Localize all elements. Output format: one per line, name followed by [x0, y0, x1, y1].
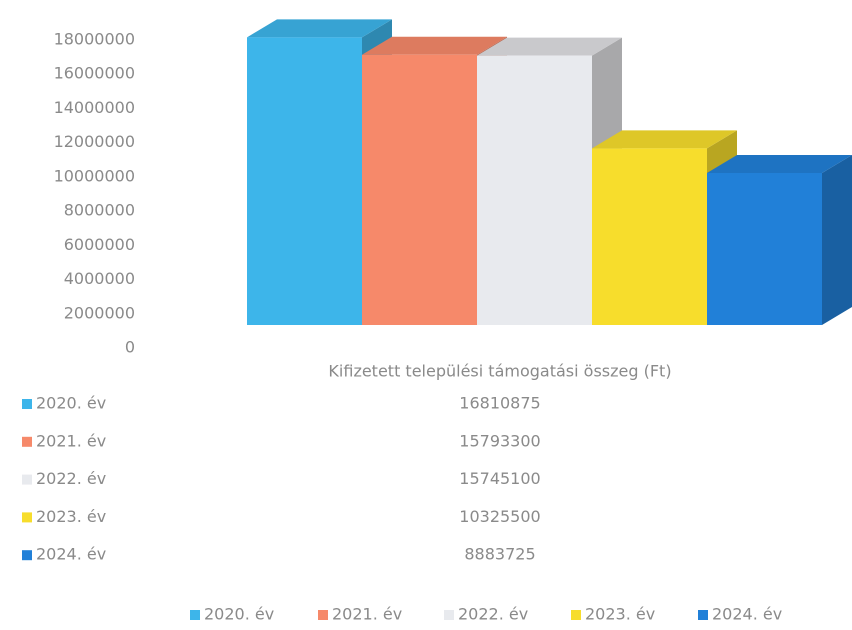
table-series-name: 2020. év	[36, 394, 106, 413]
table-value: 16810875	[459, 394, 540, 413]
table-legend-key	[22, 474, 32, 485]
legend-key	[318, 610, 328, 620]
table-series-name: 2023. év	[36, 507, 106, 526]
bar-top	[247, 19, 392, 38]
bar	[707, 154, 852, 325]
bar-top	[707, 154, 852, 173]
y-tick-label: 8000000	[64, 201, 135, 220]
bar-front	[707, 172, 822, 325]
bar-top	[477, 37, 622, 56]
legend-label: 2024. év	[712, 605, 782, 624]
table-value: 8883725	[464, 545, 535, 564]
y-tick-label: 12000000	[54, 132, 135, 151]
y-tick-label: 4000000	[64, 269, 135, 288]
y-tick-label: 0	[125, 338, 135, 357]
y-tick-label: 6000000	[64, 235, 135, 254]
bar-side	[822, 154, 852, 325]
table-legend-key	[22, 512, 32, 523]
y-tick-label: 2000000	[64, 303, 135, 322]
table-legend-key	[22, 399, 32, 409]
category-label: Kifizetett települési támogatási összeg …	[328, 362, 671, 381]
table-value: 15745100	[459, 469, 540, 488]
legend-label: 2023. év	[585, 605, 655, 624]
legend-label: 2022. év	[458, 605, 528, 624]
bar-front	[592, 148, 707, 325]
legend-key	[190, 610, 200, 620]
y-tick-label: 14000000	[54, 98, 135, 117]
table-series-name: 2022. év	[36, 469, 106, 488]
table-value: 15793300	[459, 431, 540, 450]
bar-front	[362, 54, 477, 325]
table-series-name: 2021. év	[36, 431, 106, 450]
bar-front	[477, 55, 592, 326]
bar-top	[362, 36, 507, 55]
legend-key	[698, 610, 708, 620]
legend-label: 2021. év	[332, 605, 402, 624]
y-tick-label: 10000000	[54, 166, 135, 185]
table-legend-key	[22, 436, 32, 447]
bar-top	[592, 130, 737, 149]
legend-key	[571, 610, 581, 620]
bar-front	[247, 37, 362, 325]
legend-key	[444, 610, 454, 620]
legend-label: 2020. év	[204, 605, 274, 624]
table-series-name: 2024. év	[36, 545, 106, 564]
y-tick-label: 16000000	[54, 64, 135, 83]
y-tick-label: 18000000	[54, 30, 135, 49]
table-value: 10325500	[459, 507, 540, 526]
table-legend-key	[22, 550, 32, 561]
